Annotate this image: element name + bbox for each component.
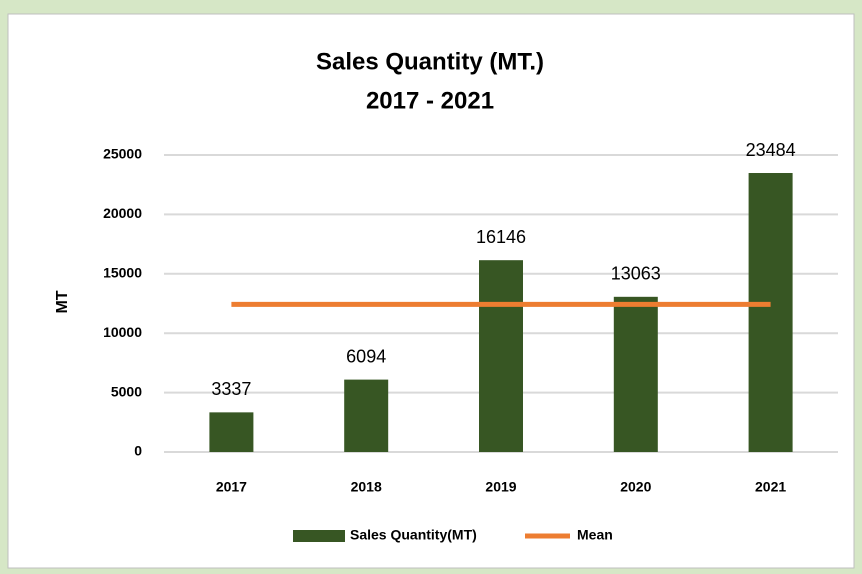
y-tick-label: 25000 <box>103 146 142 162</box>
data-label: 16146 <box>476 227 526 247</box>
bar <box>344 379 389 452</box>
bar <box>479 260 523 452</box>
chart-title: Sales Quantity (MT.) <box>316 48 544 75</box>
y-tick-label: 10000 <box>103 324 142 340</box>
x-tick-label: 2021 <box>755 479 786 495</box>
data-label: 3337 <box>211 379 251 399</box>
y-tick-label: 0 <box>134 443 142 459</box>
data-label: 13063 <box>611 264 661 284</box>
x-tick-label: 2020 <box>620 479 651 495</box>
x-tick-label: 2018 <box>351 479 382 495</box>
legend-swatch <box>293 530 345 542</box>
y-tick-label: 5000 <box>111 383 142 399</box>
bar <box>613 296 658 452</box>
legend-label: Mean <box>577 527 613 543</box>
data-label: 6094 <box>346 346 386 366</box>
chart-panel <box>7 13 855 569</box>
data-label: 23484 <box>746 140 796 160</box>
x-tick-label: 2017 <box>216 479 247 495</box>
x-tick-label: 2019 <box>485 479 516 495</box>
y-axis-label: MT <box>54 290 71 313</box>
chart-subtitle: 2017 - 2021 <box>366 87 494 114</box>
bar <box>209 412 254 452</box>
legend-label: Sales Quantity(MT) <box>350 527 477 543</box>
y-tick-label: 20000 <box>103 205 142 221</box>
y-tick-label: 15000 <box>103 265 142 281</box>
bar <box>748 173 793 453</box>
